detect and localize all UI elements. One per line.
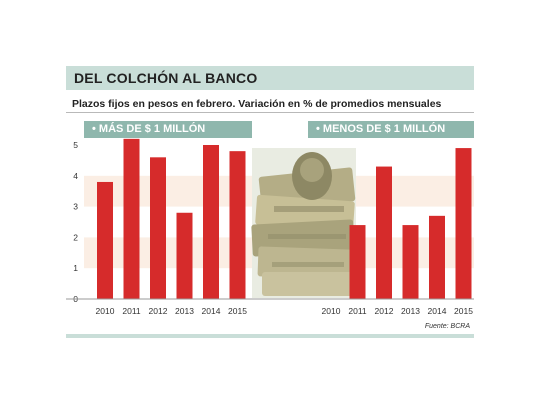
bars — [97, 138, 472, 299]
panel-title-less-than-1-million: • MENOS DE $ 1 MILLÓN — [308, 121, 474, 138]
y-tick-label: 4 — [73, 171, 78, 181]
bar-more-2011 — [123, 138, 140, 299]
y-tick-label: 2 — [73, 232, 78, 242]
source-note: Fuente: BCRA — [424, 323, 470, 330]
x-tick-label: 2015 — [454, 306, 473, 316]
subtitle-divider — [66, 112, 474, 113]
infographic: DEL COLCHÓN AL BANCO Plazos fijos en pes… — [66, 66, 474, 338]
x-tick-label: 2010 — [96, 306, 115, 316]
x-tick-label: 2013 — [175, 306, 194, 316]
bar-more-2012 — [150, 157, 166, 299]
bar-less-2015 — [455, 148, 472, 299]
panel-title-more-than-1-million: • MÁS DE $ 1 MILLÓN — [84, 121, 252, 138]
x-tick-label: 2014 — [202, 306, 221, 316]
bar-less-2013 — [402, 225, 419, 299]
bar-less-2014 — [429, 215, 445, 299]
bar-more-2014 — [203, 145, 219, 299]
chart-subtitle: Plazos fijos en pesos en febrero. Variac… — [72, 98, 442, 110]
bar-less-2011 — [349, 225, 366, 299]
x-tick-label: 2012 — [149, 306, 168, 316]
bar-less-2012 — [376, 166, 392, 299]
chart-title: DEL COLCHÓN AL BANCO — [74, 70, 258, 86]
x-axis-labels: 2010 2011 2012 2013 2014 2015 2010 2011 2012 2013… — [96, 306, 474, 316]
title-band: DEL COLCHÓN AL BANCO — [66, 66, 474, 90]
banknote-stack-icon — [251, 148, 356, 298]
x-tick-label: 2012 — [375, 306, 394, 316]
bottom-band — [66, 334, 474, 338]
y-tick-label: 5 — [73, 140, 78, 150]
x-tick-label: 2013 — [401, 306, 420, 316]
x-tick-label: 2010 — [322, 306, 341, 316]
bar-more-2010 — [97, 181, 113, 299]
x-tick-label: 2014 — [428, 306, 447, 316]
bar-more-2013 — [176, 212, 193, 299]
x-tick-label: 2015 — [228, 306, 247, 316]
bar-more-2015 — [229, 151, 246, 299]
y-tick-label: 1 — [73, 263, 78, 273]
x-tick-label: 2011 — [348, 306, 367, 316]
x-tick-label: 2011 — [122, 306, 141, 316]
y-tick-label: 3 — [73, 202, 78, 212]
